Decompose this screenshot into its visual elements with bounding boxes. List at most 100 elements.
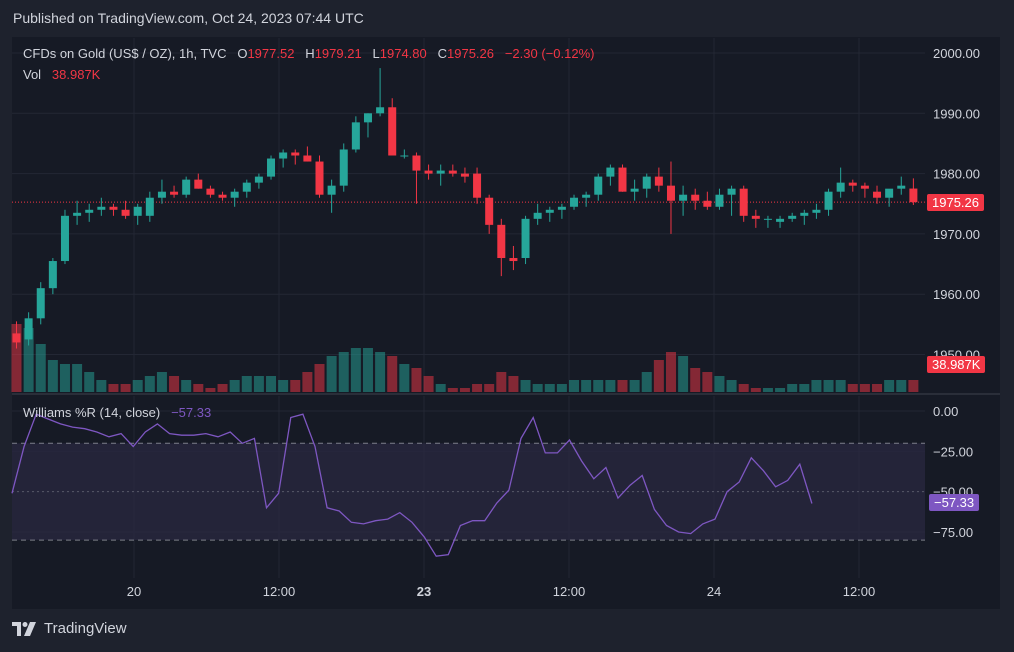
volume-bar (641, 372, 652, 392)
volume-bar (84, 372, 95, 392)
candle-body (254, 176, 263, 183)
candle-body (73, 212, 82, 216)
volume-bar (399, 364, 410, 392)
volume-bar (750, 388, 761, 392)
volume-bar (484, 384, 495, 392)
candle-body (230, 191, 239, 198)
candle-body (267, 158, 276, 177)
time-tick-label: 24 (707, 584, 721, 599)
candle-body (388, 107, 397, 156)
volume-bar (872, 384, 883, 392)
volume-bar (302, 372, 313, 392)
candle-body (315, 161, 324, 195)
volume-bar (508, 376, 519, 392)
candle-body (436, 170, 445, 174)
volume-label: Vol (23, 67, 42, 82)
candle-body (36, 288, 45, 319)
candle-body (279, 152, 288, 159)
candle-body (351, 122, 360, 150)
volume-bar (678, 356, 689, 392)
volume-bar (35, 344, 46, 392)
candle-body (460, 173, 469, 177)
volume-bar (156, 372, 167, 392)
candle-body (303, 155, 312, 162)
volume-bar (762, 388, 773, 392)
candle-body (909, 188, 918, 203)
volume-bar (108, 384, 119, 392)
candle-body (24, 318, 33, 340)
indicator-value: −57.33 (171, 405, 212, 420)
high-label: H (305, 46, 315, 61)
candle-body (12, 333, 21, 343)
volume-legend: Vol 38.987K (23, 67, 100, 82)
candle-body (824, 191, 833, 210)
tradingview-brand: TradingView (44, 620, 127, 637)
volume-bar (556, 384, 567, 392)
wr-tick-label: −75.00 (933, 525, 973, 540)
candle-body (630, 188, 639, 192)
candle-body (521, 218, 530, 259)
time-tick-label: 20 (127, 584, 141, 599)
candle-body (800, 212, 809, 216)
tradingview-logo-icon (12, 621, 36, 636)
open-label: O (237, 46, 248, 61)
candle-body (885, 188, 894, 198)
candle-body (497, 224, 506, 259)
candle-body (618, 167, 627, 192)
candle-body (703, 200, 712, 207)
candle-body (376, 107, 385, 114)
candle-body (157, 191, 166, 198)
volume-bar (229, 380, 240, 392)
volume-bar (714, 376, 725, 392)
candle-body (400, 155, 409, 157)
volume-bar (387, 356, 398, 392)
candle-body (85, 209, 94, 213)
volume-bar (690, 368, 701, 392)
volume-bar (532, 384, 543, 392)
volume-bar (72, 364, 83, 392)
candle-body (533, 212, 542, 219)
volume-bar (253, 376, 264, 392)
candle-body (121, 209, 130, 216)
candle-body (848, 182, 857, 186)
volume-bar (617, 380, 628, 392)
volume-bar (181, 380, 192, 392)
candle-body (836, 182, 845, 192)
volume-bar (908, 380, 919, 392)
volume-bar (266, 376, 277, 392)
volume-bar (459, 388, 470, 392)
indicator-legend: Williams %R (14, close) −57.33 (23, 405, 211, 420)
volume-bar (593, 380, 604, 392)
candle-body (582, 194, 591, 198)
low-label: L (372, 46, 380, 61)
open-value: 1977.52 (247, 46, 295, 61)
candle-body (654, 176, 663, 186)
candle-body (170, 191, 179, 195)
candle-body (424, 170, 433, 174)
volume-bar (362, 348, 373, 392)
close-label: C (437, 46, 447, 61)
candle-body (339, 149, 348, 186)
time-tick-label: 12:00 (263, 584, 296, 599)
volume-bar (787, 384, 798, 392)
candle-body (97, 206, 106, 210)
candle-body (873, 191, 882, 198)
volume-bar (726, 380, 737, 392)
volume-bar (884, 380, 895, 392)
low-value: 1974.80 (379, 46, 427, 61)
volume-bar (823, 380, 834, 392)
tradingview-footer[interactable]: TradingView (12, 620, 127, 637)
volume-bar (520, 380, 531, 392)
williams-r-line (11, 413, 813, 557)
pane-divider[interactable] (12, 393, 1000, 395)
volume-bar (47, 360, 58, 392)
candle-body (776, 218, 785, 222)
last-price-tag: 1975.26 (927, 194, 984, 211)
candle-body (242, 182, 251, 192)
candle-body (594, 176, 603, 195)
indicator-label: Williams %R (14, close) (23, 405, 161, 420)
candle-body (145, 197, 154, 216)
volume-bar (581, 380, 592, 392)
volume-bar (423, 376, 434, 392)
